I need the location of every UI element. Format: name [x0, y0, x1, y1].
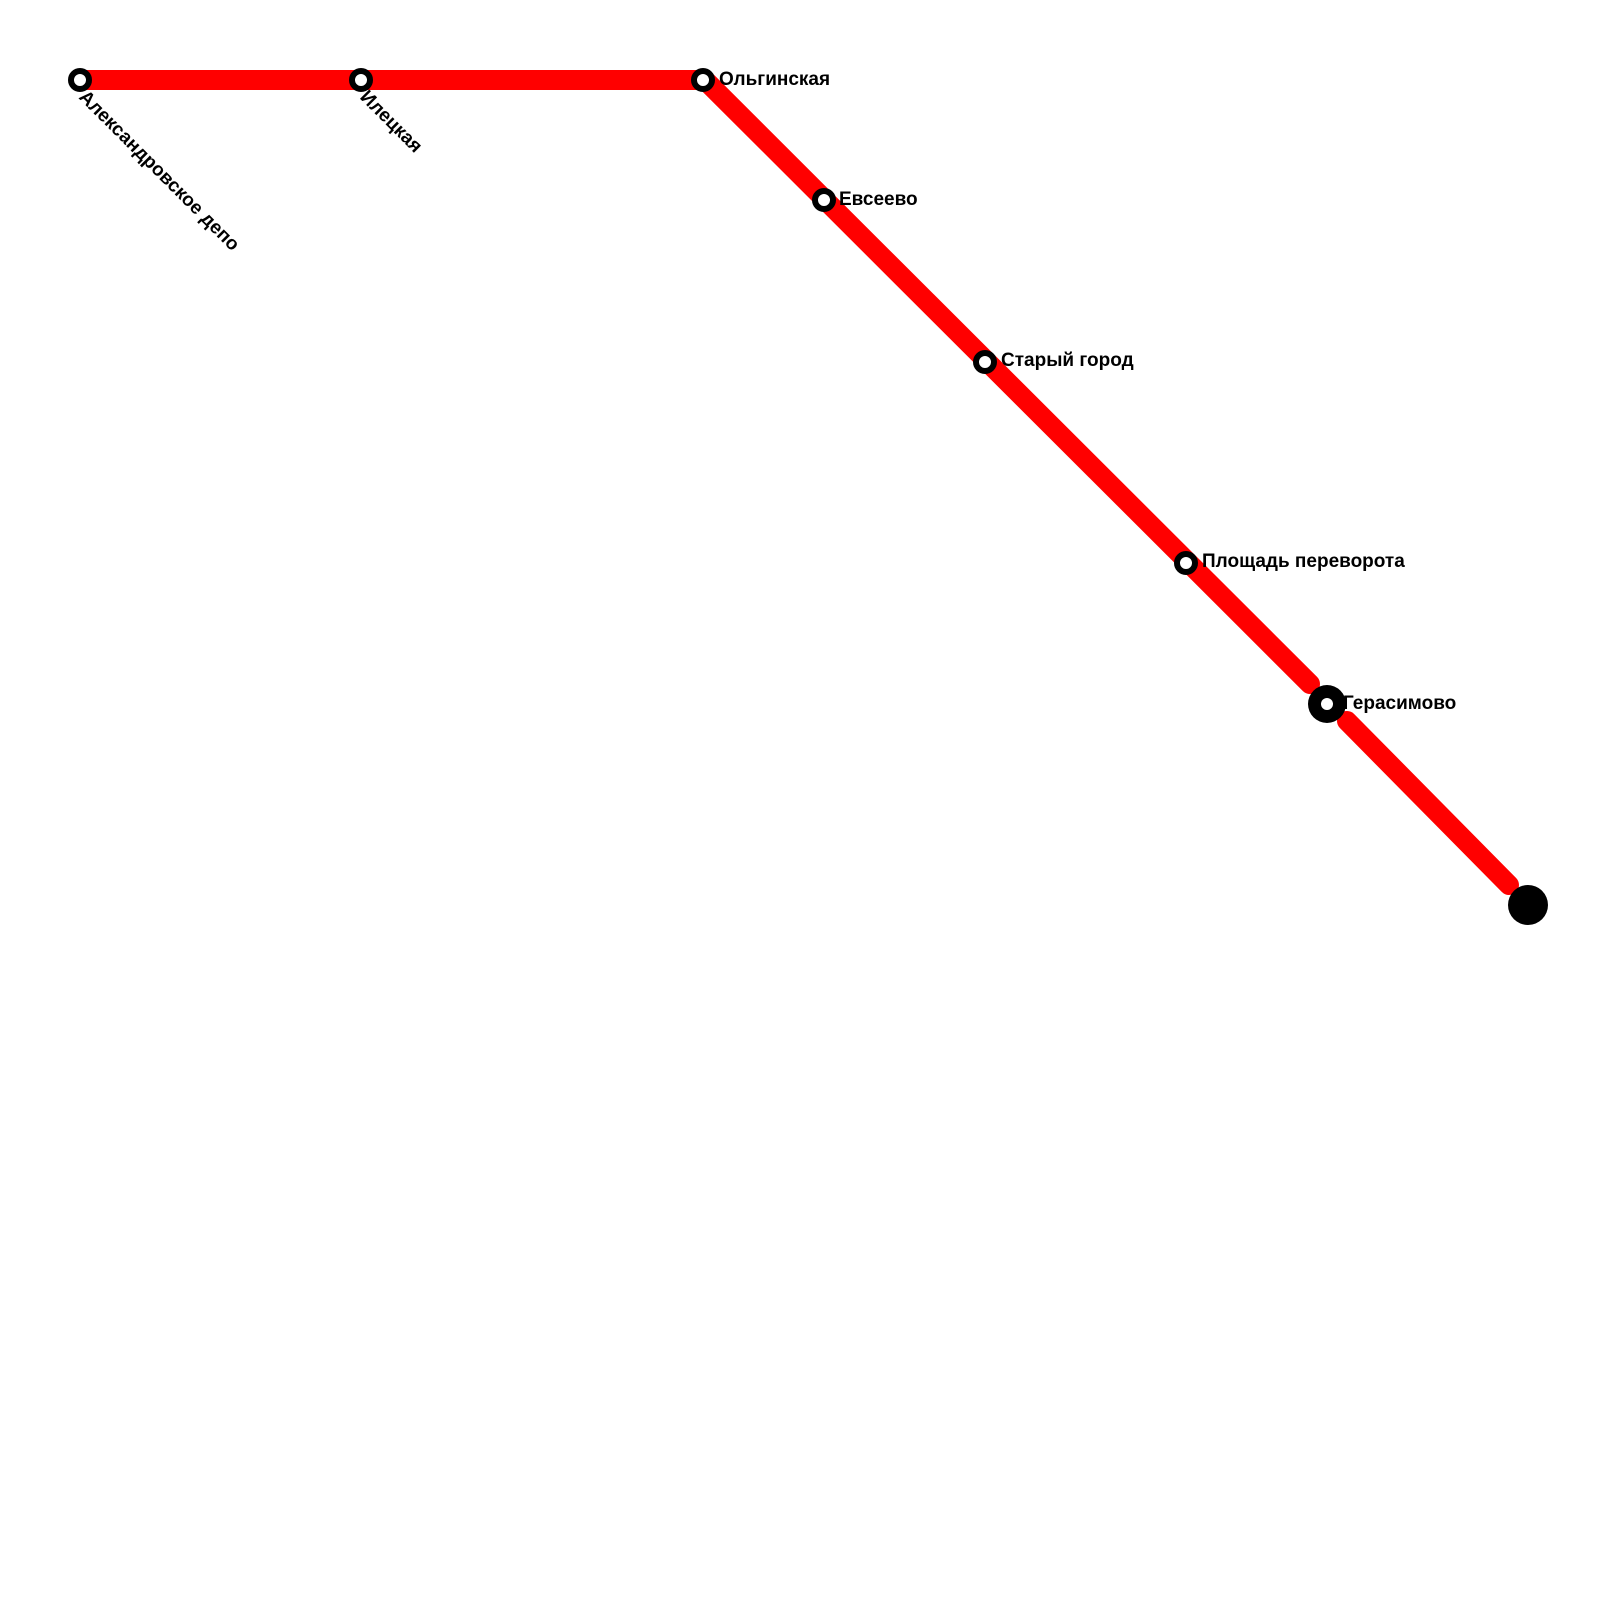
- station-label-olginskaya: Ольгинская: [719, 69, 830, 90]
- station-marker[interactable]: [973, 350, 997, 374]
- station-marker[interactable]: [812, 188, 836, 212]
- terminal-dot[interactable]: [1508, 885, 1548, 925]
- station-marker[interactable]: [691, 68, 715, 92]
- line-segment-diagonal: [695, 70, 1320, 694]
- station-label-evseevo: Евсеево: [839, 189, 918, 210]
- station-olginskaya[interactable]: Ольгинская: [691, 68, 830, 92]
- station-label-staryy-gorod: Старый город: [1001, 350, 1134, 371]
- station-label-ploshchad-perevorota: Площадь переворота: [1202, 551, 1405, 572]
- station-marker[interactable]: [1321, 698, 1333, 710]
- station-marker[interactable]: [1174, 551, 1198, 575]
- station-marker[interactable]: [68, 68, 92, 92]
- station-gerasimovo[interactable]: Герасимово: [1308, 685, 1456, 723]
- line-route: [70, 70, 1519, 895]
- station-evseevo[interactable]: Евсеево: [812, 188, 918, 212]
- station-staryy-gorod[interactable]: Старый город: [973, 350, 1134, 374]
- station-ploshchad-perevorota[interactable]: Площадь переворота: [1174, 551, 1405, 575]
- line-segment-diagonal-end: [1337, 711, 1519, 895]
- station-marker[interactable]: [349, 68, 373, 92]
- station-label-gerasimovo: Герасимово: [1343, 693, 1456, 714]
